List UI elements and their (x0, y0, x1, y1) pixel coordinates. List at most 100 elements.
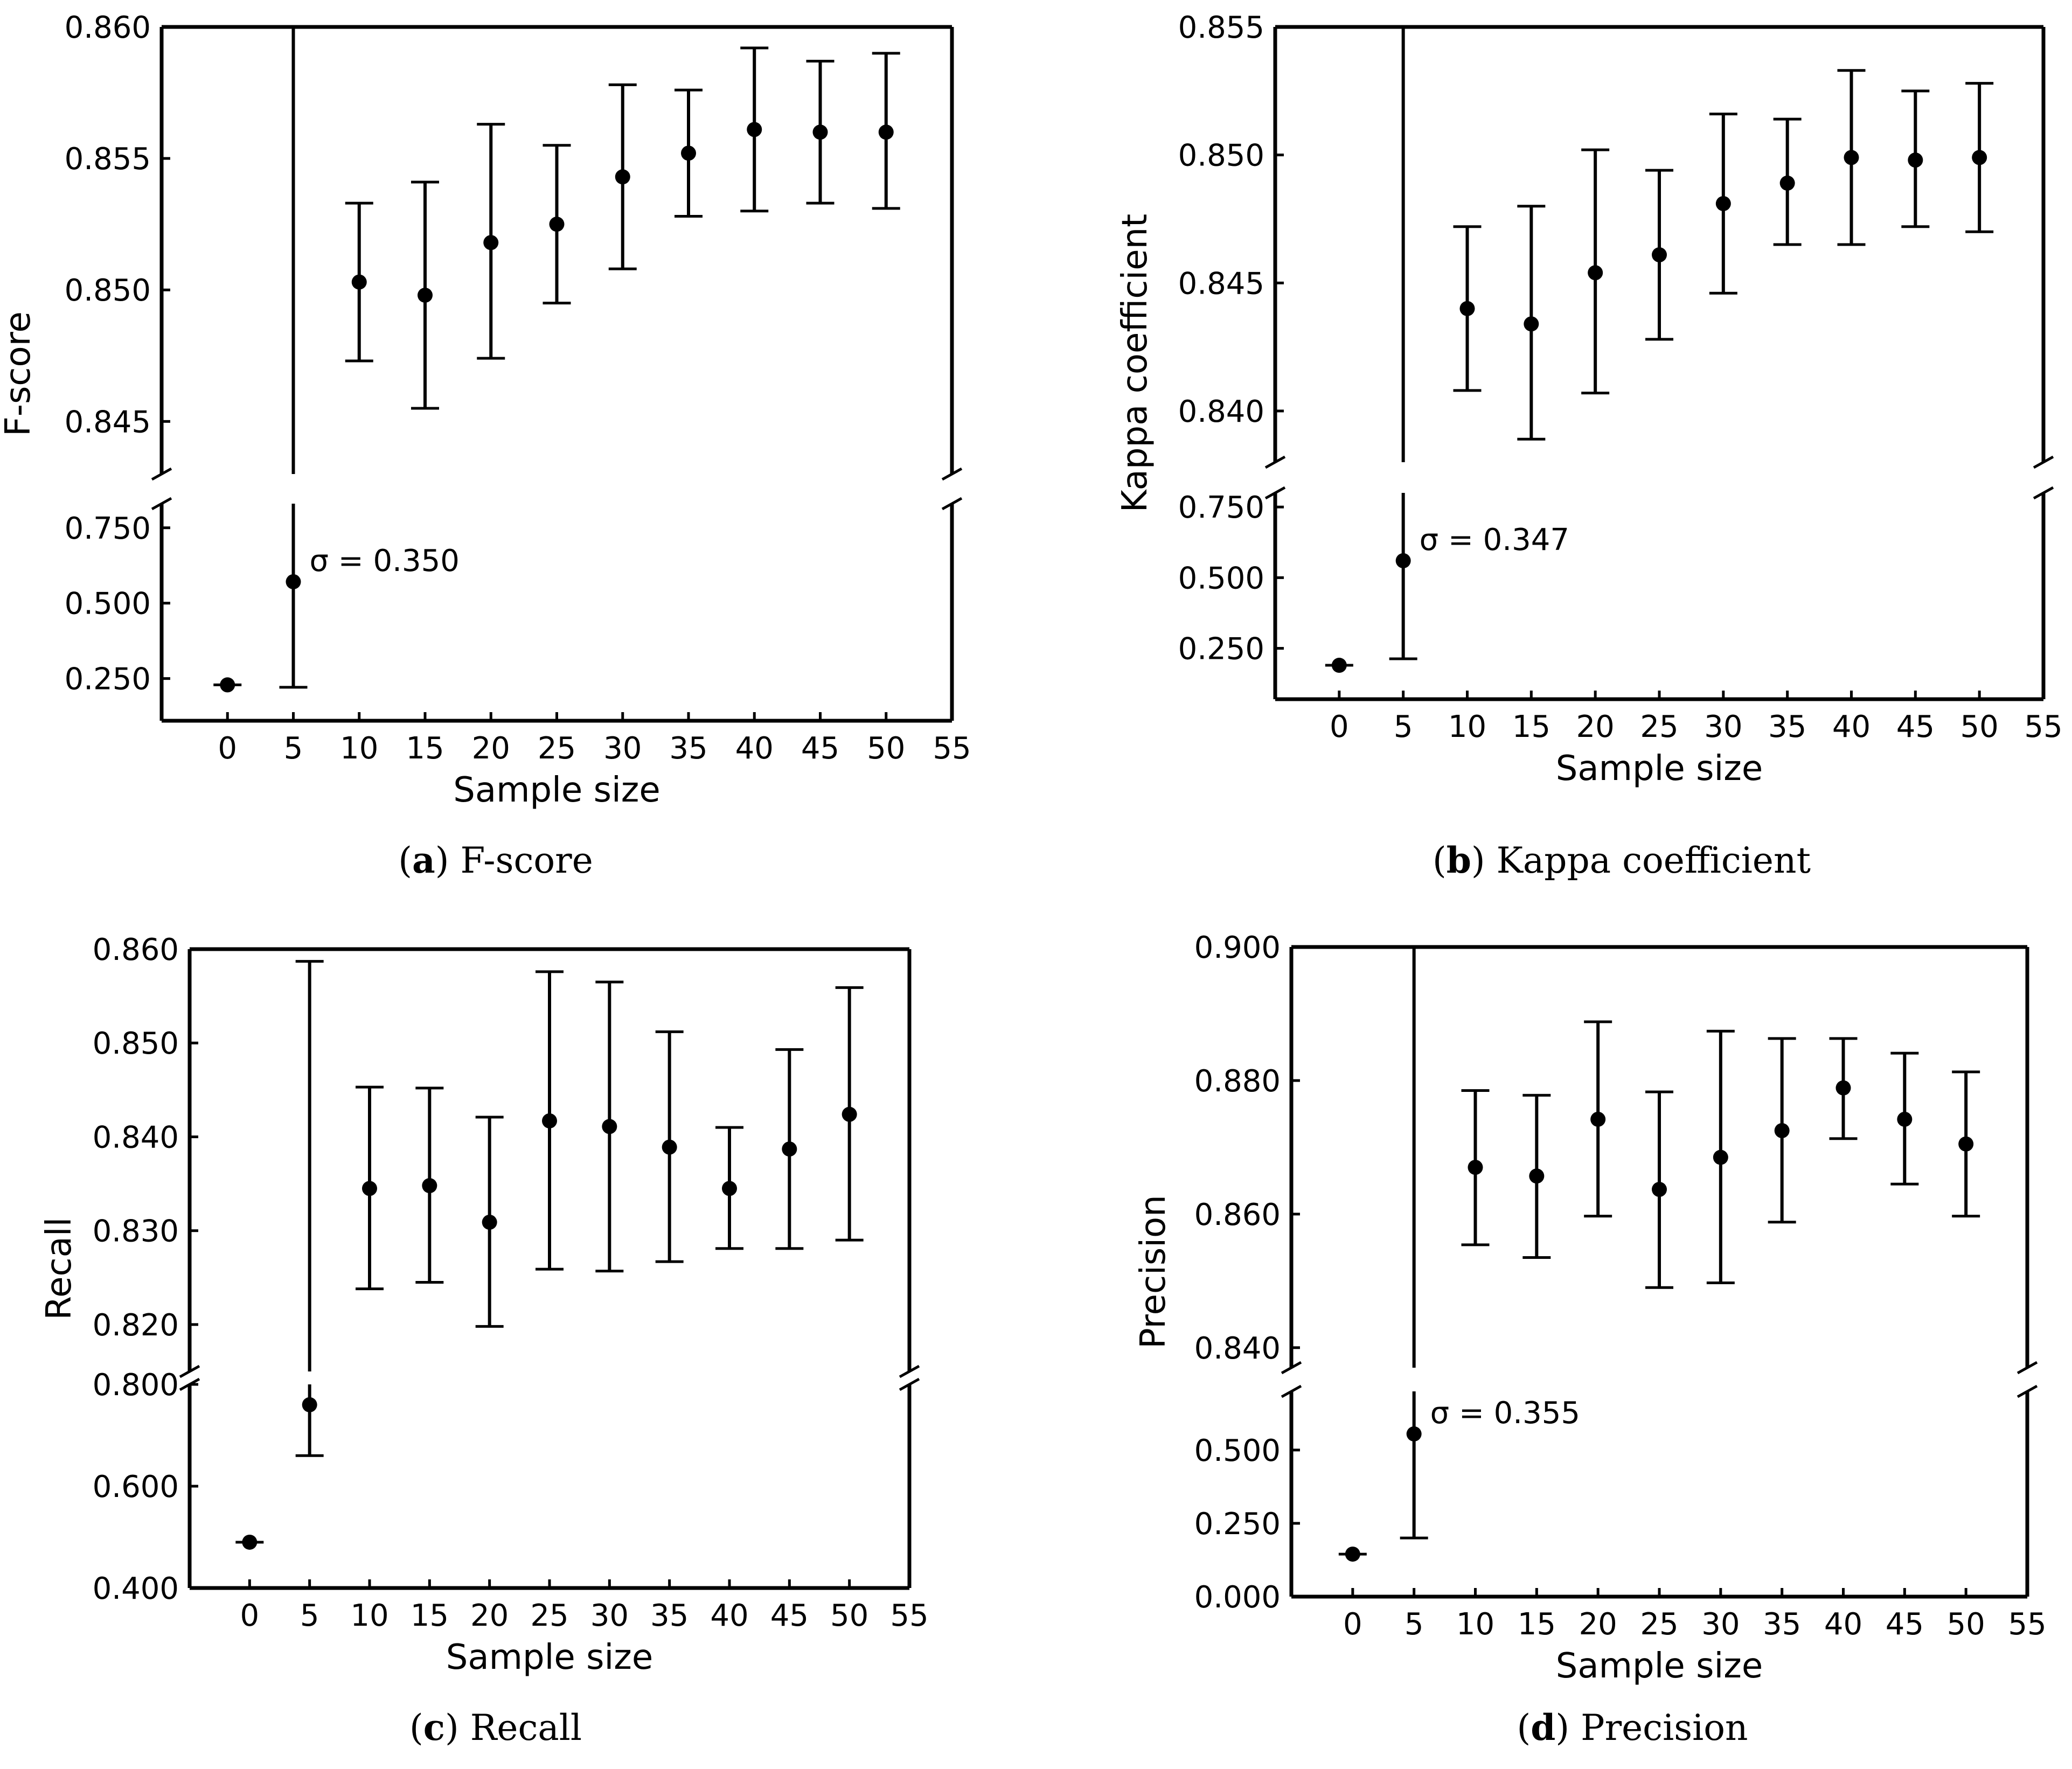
y-tick-label-bottom: 0.000 (1194, 1580, 1281, 1615)
x-tick-label: 5 (1404, 1607, 1424, 1642)
y-tick-label-bottom: 0.400 (93, 1571, 179, 1606)
data-point (878, 124, 894, 140)
x-tick-label: 20 (472, 731, 510, 766)
caption-text: F-score (460, 840, 593, 881)
x-tick-label: 15 (1518, 1607, 1556, 1642)
y-tick-label-top: 0.860 (65, 10, 151, 45)
x-tick-label: 35 (669, 731, 707, 766)
x-tick-label: 25 (1640, 1607, 1678, 1642)
caption-open-paren: ( (409, 1707, 423, 1749)
axis-break-mark (151, 497, 172, 511)
x-tick-label: 20 (1576, 709, 1615, 744)
data-point (1908, 152, 1923, 168)
data-point (1958, 1136, 1974, 1152)
data-point (286, 574, 301, 589)
data-point (782, 1141, 797, 1157)
x-tick-label: 20 (1579, 1607, 1617, 1642)
panel-caption: (a) F-score (398, 839, 593, 881)
x-tick-label: 45 (1896, 709, 1935, 744)
y-tick-label-bottom: 0.750 (65, 511, 151, 546)
x-tick-label: 40 (1832, 709, 1871, 744)
data-point (483, 235, 499, 250)
data-point (351, 274, 367, 290)
data-point (1395, 553, 1411, 568)
x-tick-label: 45 (770, 1598, 809, 1633)
sigma-annotation: σ = 0.350 (310, 544, 460, 579)
x-tick-label: 50 (830, 1598, 868, 1633)
x-tick-label: 5 (284, 731, 303, 766)
x-tick-label: 0 (1343, 1607, 1362, 1642)
x-tick-label: 25 (538, 731, 576, 766)
caption-open-paren: ( (1433, 840, 1447, 881)
axis-break-mark (1264, 486, 1286, 500)
axis-break-mark (1281, 1361, 1302, 1375)
data-point (220, 677, 235, 693)
y-tick-label-bottom: 0.600 (93, 1469, 179, 1505)
x-tick-label: 10 (1448, 709, 1486, 744)
y-tick-label-top: 0.840 (93, 1120, 179, 1155)
data-point (1529, 1168, 1545, 1184)
x-axis-label: Sample size (453, 770, 660, 810)
x-tick-label: 15 (411, 1598, 449, 1633)
sigma-annotation: σ = 0.355 (1430, 1396, 1580, 1431)
data-point (1897, 1111, 1913, 1127)
y-tick-label-bottom: 0.250 (1194, 1507, 1281, 1542)
data-point (615, 169, 630, 185)
data-point (681, 145, 696, 161)
axis-break-mark (179, 1364, 200, 1378)
data-point (549, 217, 565, 232)
y-tick-label-top: 0.900 (1194, 930, 1281, 965)
y-tick-label-top: 0.850 (1178, 138, 1264, 173)
data-point (418, 288, 433, 303)
axis-break-mark (899, 1364, 920, 1378)
x-tick-label: 50 (1947, 1607, 1985, 1642)
data-point (422, 1178, 437, 1194)
x-tick-label: 35 (1763, 1607, 1801, 1642)
y-axis-label: Recall (39, 1217, 79, 1320)
x-tick-label: 40 (735, 731, 774, 766)
panel-caption: (b) Kappa coefficient (1433, 839, 1811, 881)
x-tick-label: 25 (1640, 709, 1678, 744)
x-tick-label: 55 (933, 731, 971, 766)
x-tick-label: 15 (1512, 709, 1550, 744)
data-point (362, 1181, 377, 1196)
caption-close-paren: ) (1471, 840, 1497, 881)
panel-d-precision: 0.840 0.860 0.880 0.900 0.000 0.250 0.500 0 5 10 1… (1134, 930, 2047, 1749)
x-tick-label: 0 (1330, 709, 1349, 744)
y-axis-label: Precision (1134, 1195, 1173, 1349)
y-tick-label-top: 0.860 (1194, 1197, 1281, 1232)
data-point (602, 1119, 617, 1134)
caption-letter: a (412, 839, 435, 881)
data-point (482, 1214, 497, 1230)
x-tick-label: 45 (1886, 1607, 1924, 1642)
data-point (1972, 150, 1987, 165)
x-tick-label: 50 (1960, 709, 1999, 744)
data-point (542, 1113, 557, 1129)
data-point (1406, 1426, 1422, 1441)
x-tick-label: 30 (603, 731, 642, 766)
axis-break-mark (2033, 455, 2054, 469)
data-point (1715, 196, 1731, 211)
x-tick-label: 55 (2024, 709, 2062, 744)
caption-text: Kappa coefficient (1497, 840, 1811, 881)
x-tick-label: 15 (406, 731, 444, 766)
x-tick-label: 10 (350, 1598, 388, 1633)
x-tick-label: 20 (470, 1598, 509, 1633)
x-tick-label: 5 (1394, 709, 1413, 744)
axis-break-mark (941, 467, 963, 481)
data-point (1844, 150, 1859, 165)
caption-letter: d (1531, 1707, 1555, 1749)
caption-letter: c (423, 1707, 445, 1749)
caption-open-paren: ( (1517, 1707, 1531, 1749)
x-tick-label: 35 (1768, 709, 1806, 744)
y-tick-label-top: 0.855 (65, 142, 151, 177)
data-point (1774, 1123, 1790, 1138)
data-point (1779, 175, 1795, 191)
data-point (662, 1139, 677, 1155)
y-tick-label-top: 0.845 (65, 405, 151, 440)
axis-break-mark (899, 1377, 920, 1391)
data-point (747, 122, 762, 137)
data-point (1588, 265, 1603, 281)
panel-a-f-score: 0.845 0.850 0.855 0.860 0.250 0.500 0.750 0 5 10 1… (0, 10, 971, 881)
x-tick-label: 0 (218, 731, 237, 766)
